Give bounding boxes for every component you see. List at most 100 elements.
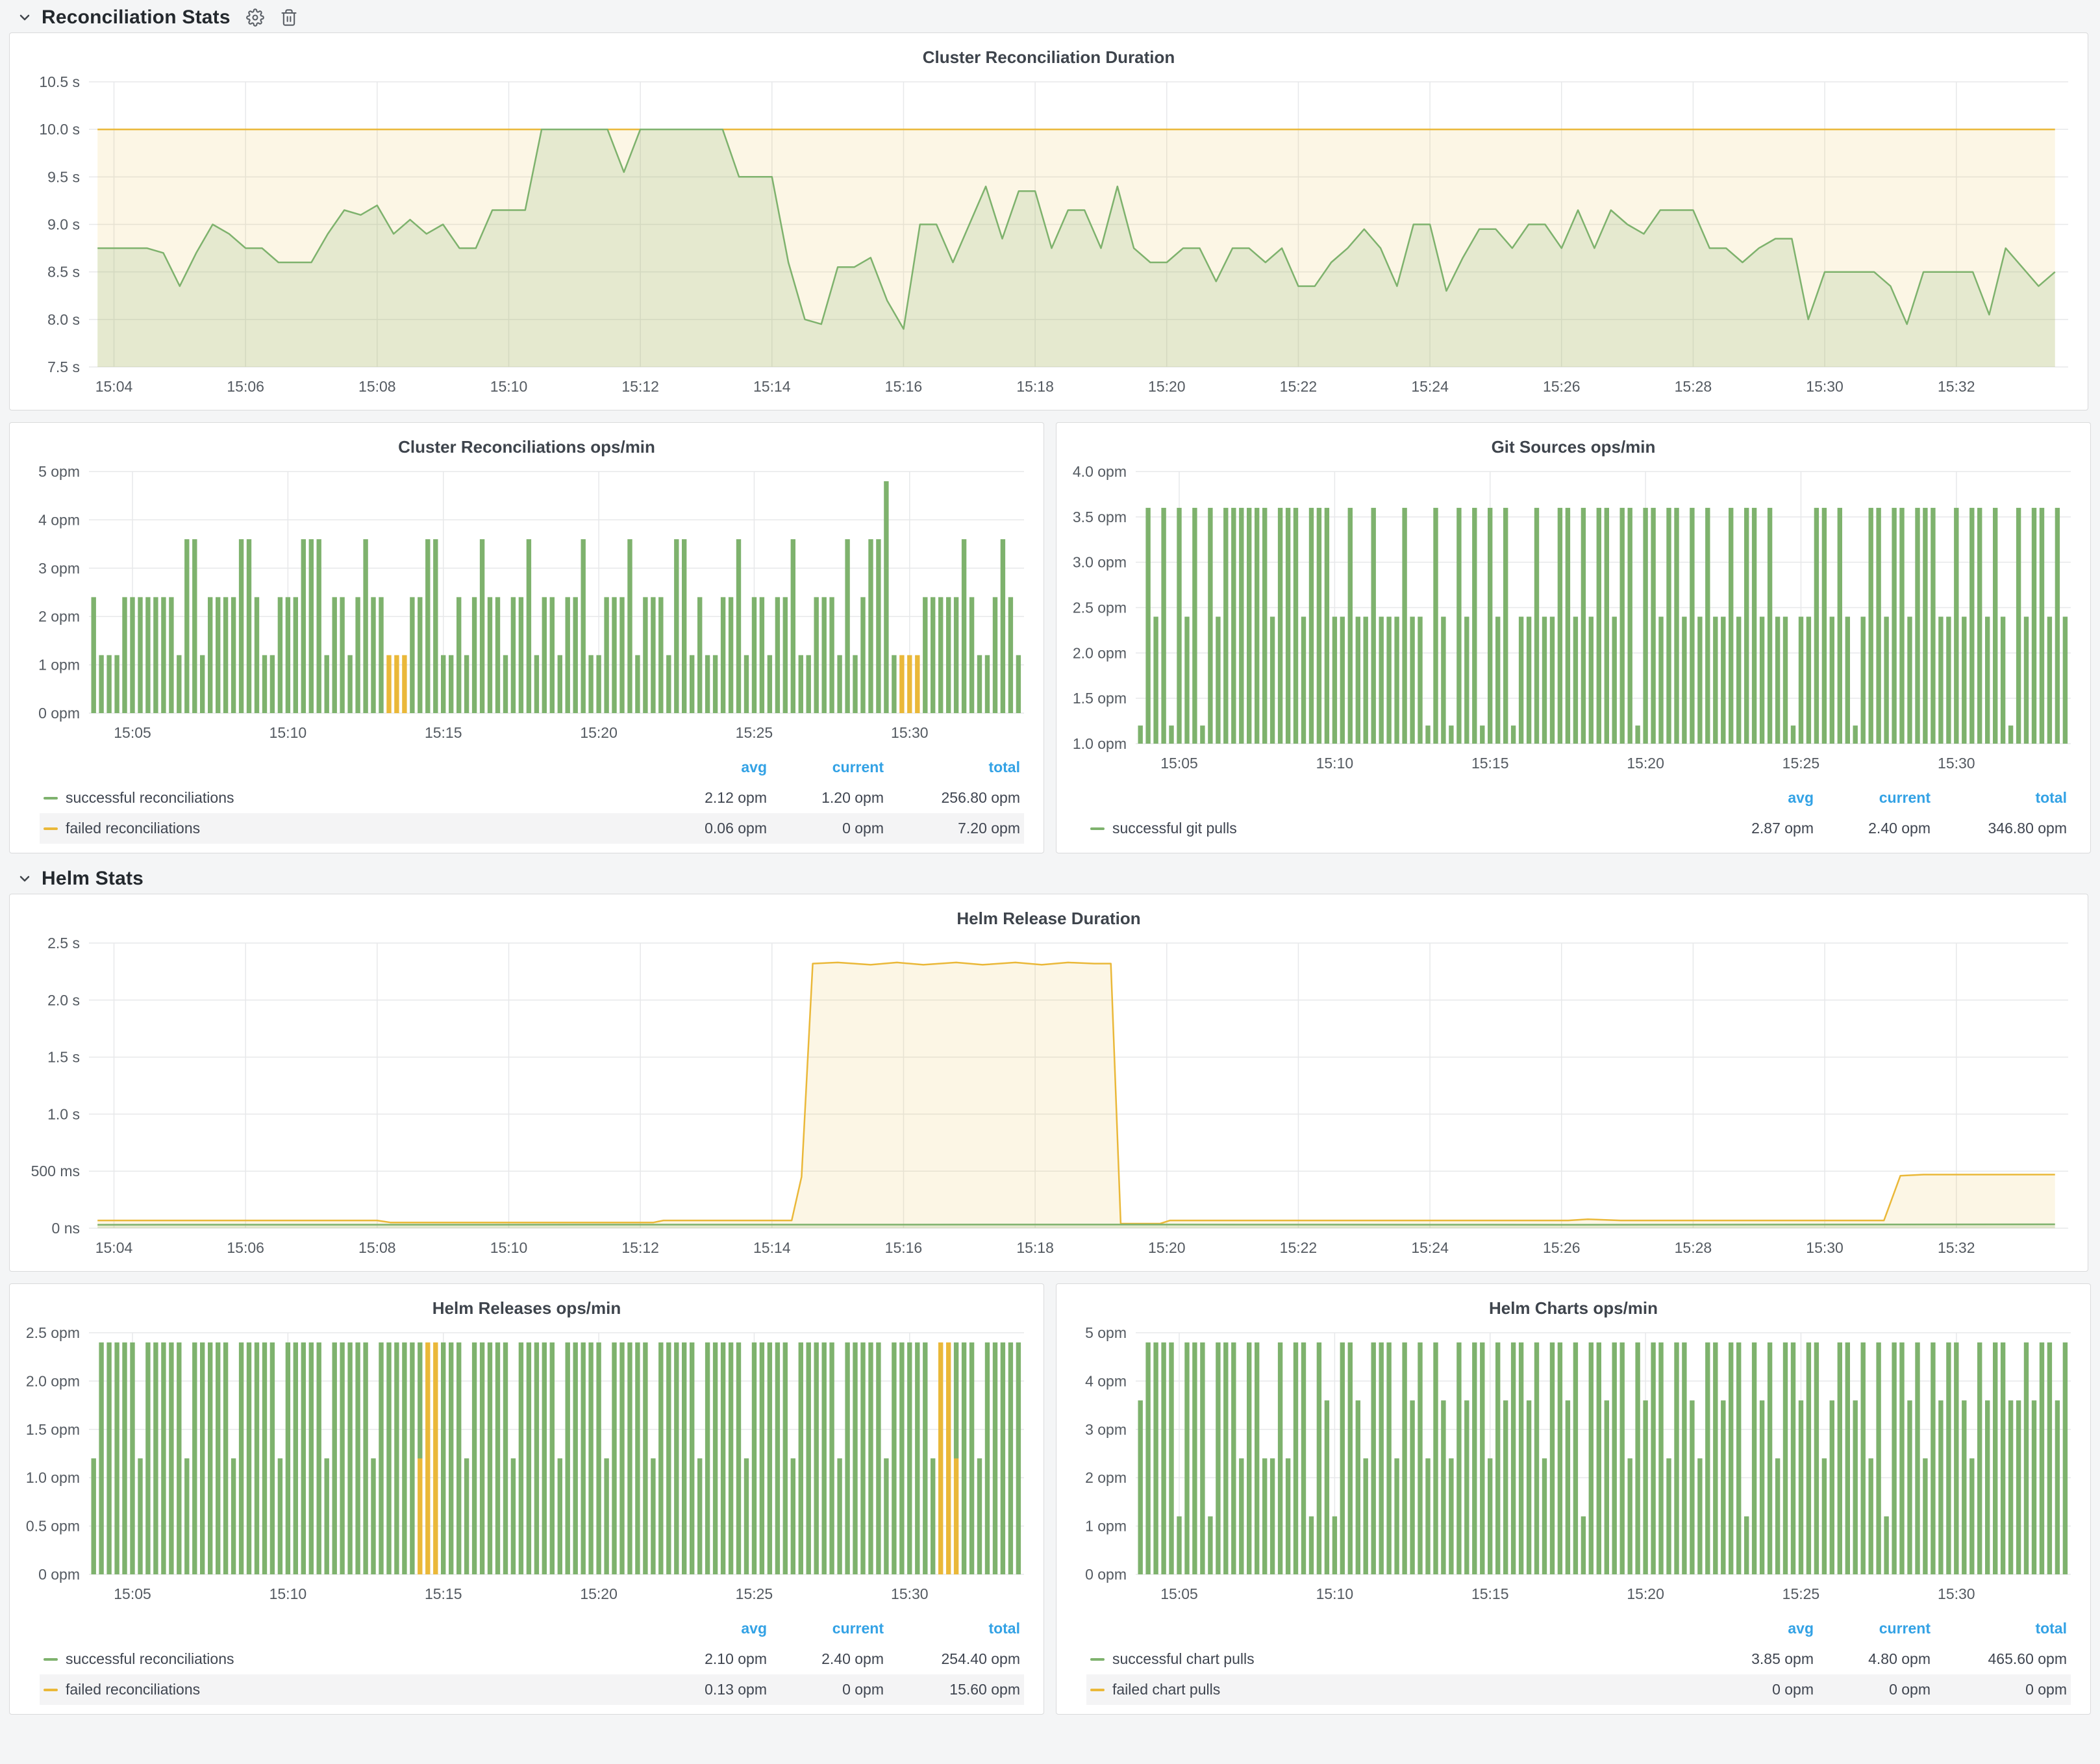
chart-canvas[interactable]: 0 opm 0.5 opm 1.0 opm 1.5 opm 2.0 opm 2.5 opm… [16, 1322, 1037, 1611]
svg-text:15:05: 15:05 [1160, 755, 1198, 772]
svg-text:5 opm: 5 opm [1085, 1324, 1127, 1341]
chart-cluster-reconciliation-duration[interactable]: 7.5 s 8.0 s 8.5 s 9.0 s 9.5 s 10.0 s 10.5 s 15:… [16, 71, 2081, 403]
legend-cluster-reconciliations: avg current total successful reconciliation… [16, 750, 1037, 846]
section-header-reconciliation-stats[interactable]: Reconciliation Stats [9, 4, 2091, 32]
gear-icon[interactable] [245, 8, 264, 27]
legend-header-current[interactable]: current [832, 1620, 884, 1637]
svg-text:15:24: 15:24 [1411, 1239, 1449, 1256]
panel-title[interactable]: Helm Charts ops/min [1488, 1298, 1658, 1318]
svg-text:15:15: 15:15 [1471, 755, 1509, 772]
svg-text:15:20: 15:20 [580, 1585, 618, 1602]
svg-text:15:12: 15:12 [621, 378, 659, 395]
legend-series-swatch-icon [44, 796, 58, 800]
svg-text:1.5 s: 1.5 s [47, 1049, 80, 1066]
legend-header-current[interactable]: current [1879, 789, 1931, 806]
svg-text:15:10: 15:10 [1316, 755, 1354, 772]
svg-text:7.5 s: 7.5 s [47, 359, 80, 375]
legend-header-avg[interactable]: avg [1788, 1620, 1814, 1637]
legend-header-total[interactable]: total [988, 759, 1020, 775]
legend-series-value: 0.13 opm [654, 1674, 771, 1705]
legend-header-avg[interactable]: avg [741, 1620, 767, 1637]
panel-title[interactable]: Git Sources ops/min [1491, 437, 1656, 457]
legend-series-value: 0 opm [1701, 1674, 1818, 1705]
legend-header-total[interactable]: total [988, 1620, 1020, 1637]
legend-header-avg[interactable]: avg [741, 759, 767, 775]
svg-text:15:28: 15:28 [1675, 378, 1712, 395]
legend-git-sources: avg current total successful git pulls 2.87 … [1063, 780, 2084, 846]
chart-canvas[interactable]: 1.0 opm 1.5 opm 2.0 opm 2.5 opm 3.0 opm 3.5 o… [1063, 461, 2084, 780]
legend-table: avg current total successful chart pulls 3.8… [1086, 1613, 2071, 1705]
legend-series-label[interactable]: failed chart pulls [1086, 1674, 1701, 1705]
panel-cluster-reconciliations-opm: Cluster Reconciliations ops/min 0 opm 1 o… [9, 422, 1044, 853]
legend-series-value: 2.87 opm [1751, 820, 1814, 837]
legend-series-label[interactable]: successful chart pulls [1086, 1644, 1701, 1674]
chart-canvas[interactable]: 0 opm 1 opm 2 opm 3 opm 4 opm 5 opm 15:05 15:10… [16, 461, 1037, 750]
svg-text:15:22: 15:22 [1280, 378, 1318, 395]
legend-header-current[interactable]: current [832, 759, 884, 775]
svg-text:15:15: 15:15 [425, 1585, 462, 1602]
chart-helm-release-duration[interactable]: 0 ns 500 ms 1.0 s 1.5 s 2.0 s 2.5 s 15:04 15:06… [16, 933, 2081, 1265]
legend-helm-charts: avg current total successful chart pulls 3.8… [1063, 1611, 2084, 1707]
chart-canvas[interactable]: 0 opm 1 opm 2 opm 3 opm 4 opm 5 opm 15:05 15:10… [1063, 1322, 2084, 1611]
chart-helm-charts-opm[interactable]: 0 opm 1 opm 2 opm 3 opm 4 opm 5 opm 15:05 15:10… [1063, 1322, 2084, 1611]
trash-icon[interactable] [280, 8, 298, 27]
svg-text:1.0 s: 1.0 s [47, 1105, 80, 1122]
legend-series-label[interactable]: failed reconciliations [40, 1674, 654, 1705]
chart-git-sources-opm[interactable]: 1.0 opm 1.5 opm 2.0 opm 2.5 opm 3.0 opm 3.5 o… [1063, 461, 2084, 780]
legend-series-value: 0 opm [771, 1674, 888, 1705]
legend-header-current[interactable]: current [1879, 1620, 1931, 1637]
legend-table: avg current total successful git pulls 2.87 … [1086, 783, 2071, 844]
svg-text:15:20: 15:20 [580, 724, 618, 741]
svg-text:8.5 s: 8.5 s [47, 264, 80, 281]
legend-header-spacer [1086, 792, 1701, 805]
legend-table: avg current total successful reconciliation… [40, 752, 1024, 844]
legend-series-swatch-icon [1090, 827, 1105, 830]
legend-series-label[interactable]: successful git pulls [1086, 813, 1701, 844]
svg-text:4 opm: 4 opm [38, 511, 80, 528]
panel-cluster-reconciliation-duration: Cluster Reconciliation Duration 7.5 s 8.0… [9, 32, 2088, 410]
svg-text:15:15: 15:15 [425, 724, 462, 741]
svg-text:15:26: 15:26 [1543, 1239, 1581, 1256]
svg-text:1.5 opm: 1.5 opm [1073, 690, 1127, 707]
svg-text:1.0 opm: 1.0 opm [26, 1469, 80, 1486]
legend-series-value: 3.85 opm [1751, 1650, 1814, 1667]
legend-header-total[interactable]: total [2035, 1620, 2067, 1637]
chevron-down-icon[interactable] [17, 10, 32, 25]
svg-text:15:05: 15:05 [114, 1585, 151, 1602]
chart-canvas[interactable]: 0 ns 500 ms 1.0 s 1.5 s 2.0 s 2.5 s 15:04 15:06… [16, 933, 2081, 1265]
svg-text:1 opm: 1 opm [1085, 1518, 1127, 1535]
panel-title[interactable]: Cluster Reconciliations ops/min [398, 437, 655, 457]
svg-text:2.5 opm: 2.5 opm [26, 1324, 80, 1341]
legend-header-spacer [40, 1622, 654, 1635]
chart-cluster-reconciliations-opm[interactable]: 0 opm 1 opm 2 opm 3 opm 4 opm 5 opm 15:05 15:10… [16, 461, 1037, 750]
svg-text:15:30: 15:30 [1806, 1239, 1844, 1256]
svg-text:15:25: 15:25 [736, 724, 773, 741]
bar-series [91, 1342, 1021, 1574]
legend-series-value: 1.20 opm [821, 789, 884, 806]
svg-text:2 opm: 2 opm [38, 608, 80, 625]
svg-text:15:25: 15:25 [736, 1585, 773, 1602]
svg-text:8.0 s: 8.0 s [47, 311, 80, 328]
chart-canvas[interactable]: 7.5 s 8.0 s 8.5 s 9.0 s 9.5 s 10.0 s 10.5 s 15:… [16, 71, 2081, 403]
chart-helm-releases-opm[interactable]: 0 opm 0.5 opm 1.0 opm 1.5 opm 2.0 opm 2.5 opm… [16, 1322, 1037, 1611]
bar-series [91, 481, 1021, 713]
section-header-helm-stats[interactable]: Helm Stats [9, 865, 2091, 894]
legend-series-name: failed chart pulls [1112, 1681, 1221, 1698]
legend-header-total[interactable]: total [2035, 789, 2067, 806]
svg-text:3 opm: 3 opm [1085, 1421, 1127, 1438]
panel-title[interactable]: Cluster Reconciliation Duration [922, 47, 1175, 67]
svg-text:15:20: 15:20 [1627, 1585, 1664, 1602]
svg-text:15:06: 15:06 [227, 378, 264, 395]
legend-series-swatch-icon [1090, 1688, 1105, 1691]
legend-series-label[interactable]: successful reconciliations [40, 783, 654, 813]
legend-series-label[interactable]: successful reconciliations [40, 1644, 654, 1674]
panel-title[interactable]: Helm Release Duration [956, 909, 1141, 928]
legend-header-avg[interactable]: avg [1788, 789, 1814, 806]
svg-text:15:10: 15:10 [490, 378, 528, 395]
panel-title[interactable]: Helm Releases ops/min [432, 1298, 621, 1318]
svg-text:9.5 s: 9.5 s [47, 168, 80, 185]
chevron-down-icon[interactable] [17, 871, 32, 887]
legend-series-value: 0 opm [1818, 1674, 1934, 1705]
legend-series-name: failed reconciliations [66, 820, 201, 837]
legend-series-label[interactable]: failed reconciliations [40, 813, 654, 844]
